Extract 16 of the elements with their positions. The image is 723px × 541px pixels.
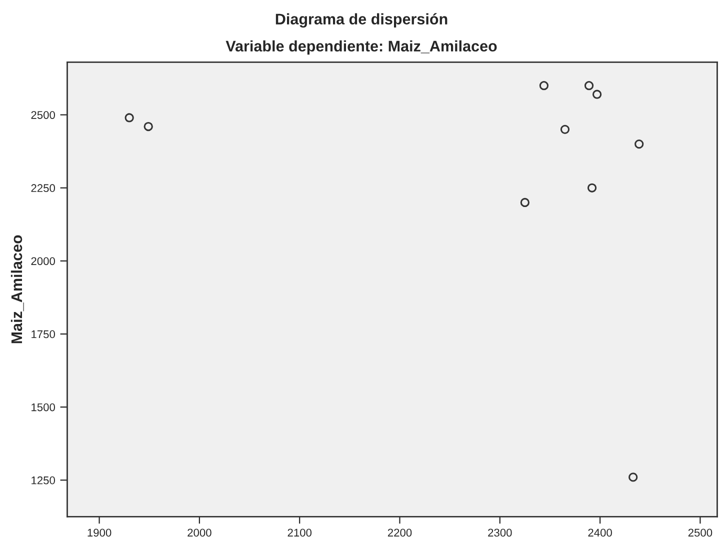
y-tick-label: 1750 (32, 330, 55, 338)
chart-title: Diagrama de dispersión (276, 13, 448, 28)
y-tick-label: 1250 (32, 476, 55, 484)
y-axis-title: Maiz_Amilaceo (10, 235, 24, 344)
x-tick-label: 2000 (188, 528, 212, 537)
x-tick-label: 2100 (288, 528, 312, 537)
y-tick-label: 1500 (32, 403, 55, 412)
y-tick-label: 2500 (31, 111, 55, 119)
x-tick-label: 2400 (588, 528, 612, 537)
y-tick-label: 2000 (31, 257, 55, 266)
chart-subtitle: Variable dependiente: Maiz_Amilaceo (226, 40, 497, 55)
x-tick-label: 1900 (88, 528, 112, 537)
x-tick-label: 2300 (488, 528, 512, 537)
x-tick-label: 2200 (388, 528, 412, 537)
y-tick-label: 2250 (31, 184, 55, 192)
x-tick-label: 2500 (688, 528, 712, 537)
